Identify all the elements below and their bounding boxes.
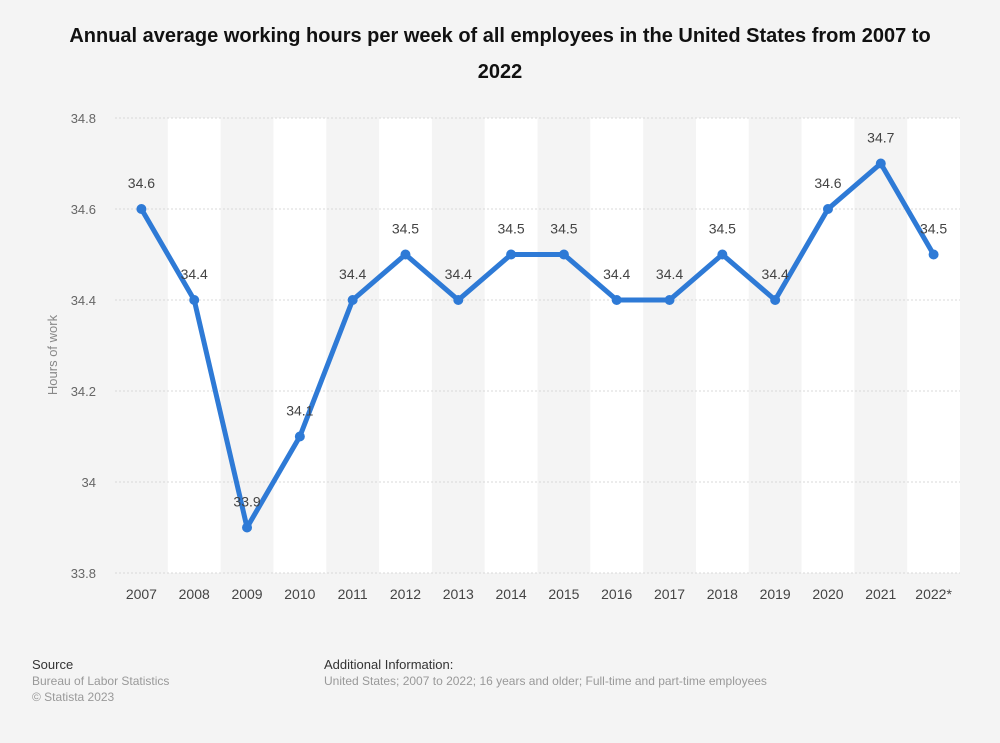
data-label: 34.5 (709, 221, 736, 237)
data-point[interactable] (611, 295, 622, 305)
series-line (138, 161, 937, 530)
x-tick-label: 2010 (284, 586, 315, 602)
data-label: 34.4 (339, 266, 366, 282)
source-line-1: Bureau of Labor Statistics (32, 674, 170, 688)
data-point[interactable] (928, 249, 939, 260)
gridlines (115, 117, 960, 574)
data-point[interactable] (294, 431, 305, 442)
data-point[interactable] (875, 158, 886, 169)
y-tick-label: 33.8 (71, 566, 96, 581)
data-label: 34.5 (497, 221, 524, 237)
x-tick-label: 2021 (865, 586, 896, 602)
plot-band (273, 118, 327, 573)
x-tick-label: 2007 (126, 586, 157, 602)
data-label: 34.5 (920, 221, 947, 237)
plot-band (379, 118, 432, 573)
data-label: 34.5 (392, 221, 419, 237)
y-tick-label: 34.2 (71, 384, 96, 399)
plot-bands (167, 118, 960, 573)
x-tick-label: 2018 (707, 586, 738, 602)
y-axis-label: Hours of work (45, 314, 60, 395)
plot-band (590, 118, 644, 573)
data-points (136, 158, 939, 533)
y-tick-label: 34 (82, 475, 96, 490)
source-line-2: © Statista 2023 (32, 690, 115, 704)
data-point[interactable] (400, 249, 411, 260)
plot-band (167, 118, 221, 573)
x-tick-label: 2011 (338, 586, 368, 602)
y-tick-label: 34.6 (71, 202, 96, 217)
data-label: 34.4 (603, 266, 630, 282)
x-tick-label: 2013 (443, 586, 474, 602)
x-tick-label: 2019 (760, 586, 791, 602)
data-point[interactable] (717, 249, 728, 260)
data-label: 34.4 (762, 266, 789, 282)
data-point[interactable] (242, 522, 253, 533)
source-heading: Source (32, 657, 74, 672)
x-tick-label: 2008 (179, 586, 210, 602)
chart-title: Annual average working hours per week of… (69, 25, 931, 83)
x-tick-label: 2017 (654, 586, 685, 602)
data-labels: 34.6 34.4 33.9 34.1 34.4 34.5 34.4 34.5 34.5 34.4… (128, 130, 948, 510)
additional-info-block: Additional Information: United States; 2… (324, 657, 767, 689)
data-point[interactable] (770, 295, 781, 305)
data-point[interactable] (136, 204, 147, 214)
data-point[interactable] (822, 204, 833, 214)
data-label: 34.4 (445, 266, 472, 282)
x-axis-ticks: 2007 2008 2009 2010 2011 2012 2013 2014 2015 2016… (126, 586, 953, 602)
plot-band (907, 118, 960, 573)
data-point[interactable] (189, 295, 200, 305)
data-label: 34.4 (656, 266, 683, 282)
data-point[interactable] (558, 249, 569, 260)
data-point[interactable] (453, 295, 464, 305)
x-tick-label: 2014 (496, 586, 527, 602)
y-tick-label: 34.8 (71, 111, 96, 126)
y-axis-ticks: 33.8 34 34.2 34.4 34.6 34.8 (71, 111, 96, 581)
data-point[interactable] (506, 249, 517, 260)
data-label: 34.7 (867, 130, 894, 146)
data-label: 33.9 (233, 494, 260, 510)
data-label: 34.4 (181, 266, 208, 282)
data-label: 34.6 (128, 175, 155, 191)
x-tick-label: 2009 (231, 586, 262, 602)
x-tick-label: 2016 (601, 586, 632, 602)
x-tick-label: 2020 (812, 586, 843, 602)
additional-info-text: United States; 2007 to 2022; 16 years an… (324, 674, 767, 688)
data-point[interactable] (347, 295, 358, 305)
additional-info-heading: Additional Information: (324, 657, 454, 672)
data-label: 34.6 (814, 175, 841, 191)
source-block: Source Bureau of Labor Statistics © Stat… (32, 657, 169, 705)
data-point[interactable] (664, 295, 675, 305)
x-tick-label: 2012 (390, 586, 421, 602)
y-tick-label: 34.4 (71, 293, 96, 308)
x-tick-label: 2015 (548, 586, 579, 602)
data-label: 34.1 (286, 403, 313, 419)
x-tick-label: 2022* (915, 586, 952, 602)
plot-band (484, 118, 538, 573)
plot-band (695, 118, 749, 573)
data-label: 34.5 (550, 221, 577, 237)
